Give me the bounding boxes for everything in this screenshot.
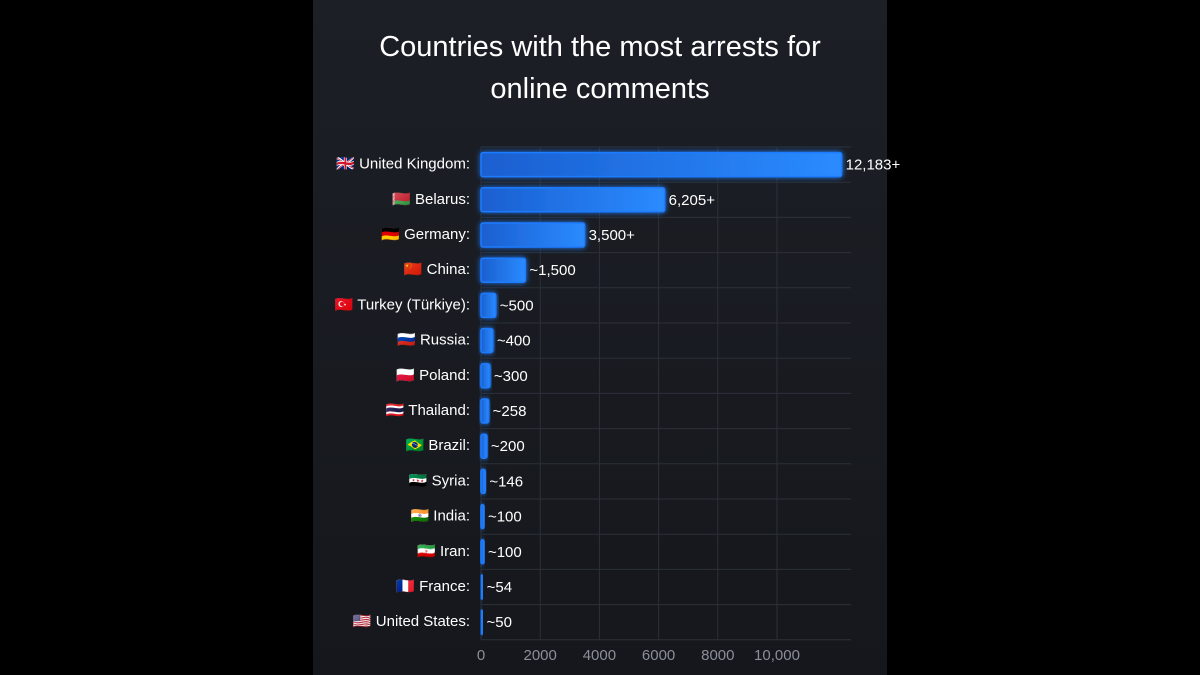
value-label: ~200 [491, 438, 525, 455]
bar [480, 222, 586, 248]
value-label: ~400 [497, 333, 531, 350]
value-label: ~1,500 [529, 262, 575, 279]
panel [313, 0, 887, 675]
value-label: ~50 [486, 614, 511, 631]
bar [480, 292, 497, 319]
value-label: ~300 [494, 368, 528, 385]
x-tick-label: 10,000 [754, 647, 800, 664]
bar [480, 433, 488, 459]
value-label: ~500 [500, 297, 534, 314]
bar [480, 398, 490, 424]
chart-title: Countries with the most arrests for onli… [379, 31, 821, 105]
bar [480, 468, 487, 495]
y-tick-label: 🇨🇳 China: [404, 261, 470, 278]
y-tick-label: 🇮🇳 India: [410, 508, 470, 525]
y-tick-label: 🇵🇱 Poland: [396, 367, 470, 384]
y-tick-label: 🇺🇸 United States: [353, 613, 470, 630]
bar [480, 539, 485, 565]
bar [480, 609, 484, 635]
bar [480, 503, 485, 530]
value-label: ~54 [487, 579, 512, 596]
value-label: 6,205+ [669, 192, 716, 209]
bar [480, 151, 843, 178]
x-tick-label: 8000 [701, 647, 734, 664]
y-tick-label: 🇩🇪 Germany: [381, 226, 470, 243]
x-tick-label: 2000 [524, 647, 557, 664]
x-tick-label: 0 [477, 647, 485, 664]
y-tick-label: 🇧🇷 Brazil: [405, 437, 470, 454]
y-tick-label: 🇸🇾 Syria: [409, 472, 470, 489]
y-tick-label: 🇬🇧 United Kingdom: [336, 156, 470, 173]
value-label: ~146 [489, 473, 523, 490]
value-label: ~258 [493, 403, 527, 420]
bar [480, 363, 491, 389]
y-tick-label: 🇷🇺 Russia: [397, 332, 470, 349]
bar [480, 257, 527, 283]
value-label: ~100 [488, 544, 522, 561]
value-label: ~100 [488, 509, 522, 526]
x-tick-label: 4000 [583, 647, 616, 664]
bar [480, 574, 484, 600]
y-tick-label: 🇹🇭 Thailand: [386, 402, 470, 419]
x-tick-label: 6000 [642, 647, 675, 664]
y-tick-label: 🇫🇷 France: [396, 578, 470, 595]
value-label: 3,500+ [589, 227, 636, 244]
bar [480, 327, 494, 354]
value-label: 12,183+ [846, 157, 901, 174]
y-tick-label: 🇹🇷 Turkey (Türkiye): [335, 296, 470, 313]
y-tick-label: 🇧🇾 Belarus: [392, 191, 470, 208]
bar [480, 187, 666, 213]
y-tick-label: 🇮🇷 Iran: [417, 543, 470, 560]
